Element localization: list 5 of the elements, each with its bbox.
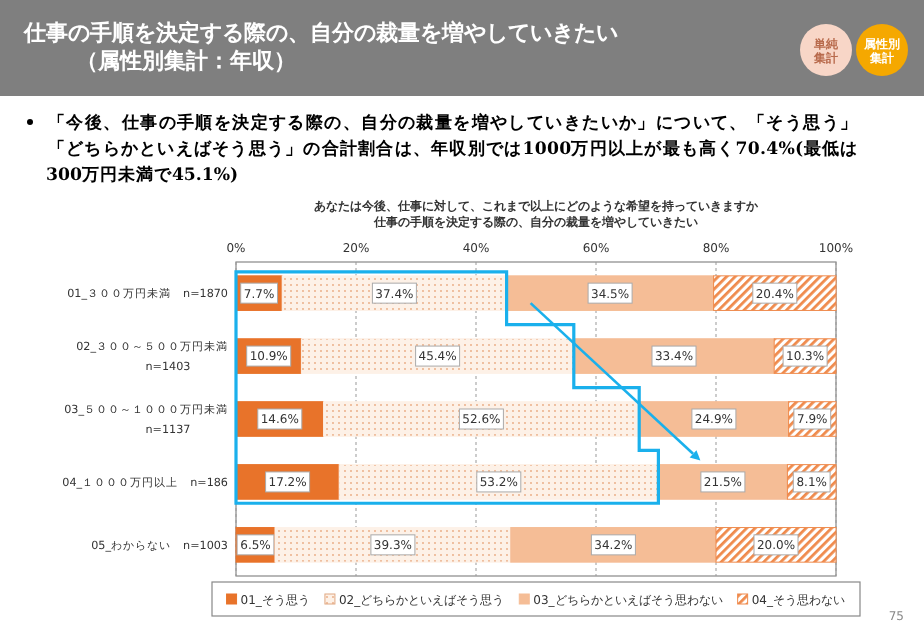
chart-title: 仕事の手順を決定する際の、自分の裁量を増やしていきたい（属性別集計：年収） (22, 20, 618, 74)
text: 「今後、仕事の手順を決定する際の、自分の裁量を増やしていきたいか」について、「そう思う」「どちらかといえばそう思う」の合計割合は、年収別では1000万円以上が最も高く70.4%(最低は300万円未満で45.1%) (46, 110, 858, 186)
bar (300, 338, 575, 374)
bar (338, 464, 659, 500)
bar (323, 401, 640, 437)
